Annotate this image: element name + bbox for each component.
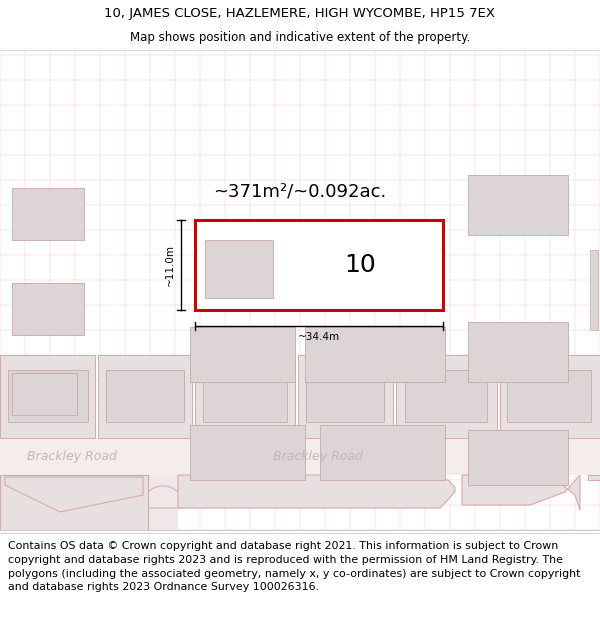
Bar	[468, 175, 568, 235]
Text: Contains OS data © Crown copyright and database right 2021. This information is : Contains OS data © Crown copyright and d…	[8, 541, 580, 592]
Bar	[405, 370, 487, 422]
Polygon shape	[588, 475, 600, 480]
Text: Brackley Road: Brackley Road	[273, 450, 363, 463]
Polygon shape	[0, 355, 95, 438]
Bar	[12, 188, 84, 240]
Bar	[12, 373, 77, 415]
Text: 10: 10	[344, 253, 376, 277]
Bar	[320, 425, 445, 480]
Bar	[106, 370, 184, 422]
Text: Map shows position and indicative extent of the property.: Map shows position and indicative extent…	[130, 31, 470, 44]
Wedge shape	[141, 486, 185, 508]
Text: Brackley Road: Brackley Road	[27, 450, 117, 463]
Bar	[305, 327, 445, 382]
Bar	[203, 370, 287, 422]
Text: ~34.4m: ~34.4m	[298, 332, 340, 342]
Bar	[190, 425, 305, 480]
Polygon shape	[178, 475, 455, 508]
Bar	[507, 370, 591, 422]
Bar	[12, 283, 84, 335]
Text: ~371m²/~0.092ac.: ~371m²/~0.092ac.	[214, 183, 386, 201]
Bar	[195, 220, 443, 310]
Bar	[306, 370, 384, 422]
Bar	[205, 240, 273, 298]
Polygon shape	[298, 355, 393, 438]
Polygon shape	[5, 477, 143, 512]
Bar	[8, 370, 88, 422]
Polygon shape	[500, 355, 600, 438]
Bar	[190, 327, 295, 382]
Bar	[468, 322, 568, 382]
Bar	[148, 475, 178, 530]
Text: 10, JAMES CLOSE, HAZLEMERE, HIGH WYCOMBE, HP15 7EX: 10, JAMES CLOSE, HAZLEMERE, HIGH WYCOMBE…	[104, 8, 496, 21]
Polygon shape	[462, 475, 580, 510]
Polygon shape	[396, 355, 497, 438]
Polygon shape	[98, 355, 192, 438]
Polygon shape	[0, 475, 148, 530]
Text: ~11.0m: ~11.0m	[165, 244, 175, 286]
Bar	[468, 430, 568, 485]
Bar	[590, 250, 598, 330]
Bar	[0, 438, 600, 475]
Polygon shape	[195, 355, 295, 438]
